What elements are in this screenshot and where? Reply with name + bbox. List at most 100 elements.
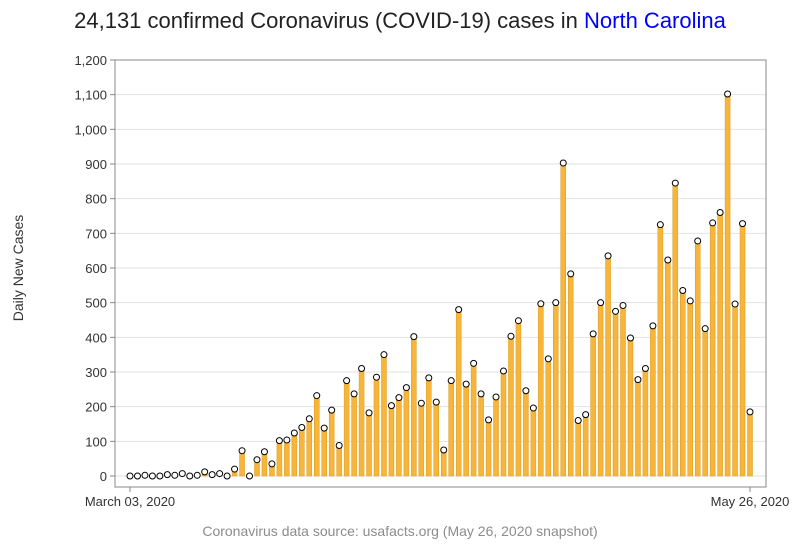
bar bbox=[590, 333, 596, 477]
data-point bbox=[395, 394, 403, 402]
y-tick-label: 1,000 bbox=[74, 122, 107, 137]
bar bbox=[411, 336, 417, 477]
bar bbox=[694, 240, 701, 477]
data-point bbox=[559, 159, 567, 167]
bar bbox=[500, 370, 507, 477]
bar bbox=[672, 182, 679, 477]
data-point bbox=[716, 209, 724, 217]
y-tick-label: 1,200 bbox=[74, 53, 107, 68]
data-point bbox=[597, 299, 605, 307]
data-point bbox=[156, 472, 164, 480]
bar bbox=[478, 393, 484, 477]
data-point bbox=[656, 221, 664, 229]
bar bbox=[373, 376, 380, 477]
data-point bbox=[709, 219, 717, 227]
data-point bbox=[358, 365, 366, 373]
bar bbox=[523, 390, 529, 477]
data-point bbox=[268, 460, 276, 468]
x-tick-labels: March 03, 2020 May 26, 2020 bbox=[85, 487, 789, 509]
data-point bbox=[216, 470, 224, 478]
bar bbox=[642, 368, 649, 477]
data-point bbox=[499, 367, 507, 375]
bar bbox=[739, 223, 746, 477]
data-point bbox=[447, 377, 455, 385]
bar bbox=[433, 401, 440, 477]
bar bbox=[620, 305, 626, 477]
bar bbox=[418, 402, 425, 477]
bar bbox=[732, 303, 738, 477]
chart-title: 24,131 confirmed Coronavirus (COVID-19) … bbox=[0, 8, 800, 34]
data-point bbox=[679, 287, 687, 295]
data-point bbox=[626, 334, 634, 342]
bar bbox=[321, 427, 327, 477]
bar bbox=[553, 302, 559, 477]
bar bbox=[455, 309, 462, 477]
bar bbox=[560, 162, 567, 477]
data-point bbox=[298, 423, 306, 431]
data-point bbox=[649, 322, 657, 330]
data-point bbox=[126, 472, 134, 480]
data-point bbox=[283, 436, 291, 444]
y-tick-label: 500 bbox=[85, 296, 107, 311]
plot-frame bbox=[114, 59, 767, 488]
y-tick-label: 400 bbox=[85, 330, 107, 345]
data-source-note: Coronavirus data source: usafacts.org (M… bbox=[202, 523, 598, 539]
bar bbox=[366, 412, 372, 477]
data-point bbox=[739, 220, 747, 228]
data-point bbox=[178, 470, 186, 478]
data-point bbox=[731, 300, 739, 308]
bar bbox=[388, 405, 395, 477]
chart-title-prefix: 24,131 confirmed Coronavirus (COVID-19) … bbox=[74, 8, 585, 33]
data-point bbox=[507, 332, 515, 340]
data-point bbox=[440, 446, 448, 454]
data-point bbox=[604, 252, 612, 260]
y-tick-labels: 0 100 200 300 400 500 600 700 800 900 1,000 1,100 1,… bbox=[74, 53, 115, 484]
bar bbox=[612, 311, 619, 477]
data-point bbox=[686, 297, 694, 305]
data-point bbox=[567, 270, 575, 278]
bar bbox=[680, 290, 686, 477]
data-point bbox=[537, 300, 545, 308]
markers bbox=[126, 90, 754, 480]
data-point bbox=[387, 402, 395, 410]
bar bbox=[239, 450, 245, 477]
bar bbox=[276, 440, 283, 477]
bar bbox=[470, 363, 477, 477]
data-point bbox=[260, 448, 268, 456]
data-point bbox=[544, 355, 552, 363]
data-point bbox=[612, 307, 620, 315]
bar bbox=[530, 407, 537, 477]
data-point bbox=[552, 299, 560, 307]
bar bbox=[717, 212, 723, 477]
y-tick-label: 600 bbox=[85, 261, 107, 276]
data-point bbox=[641, 365, 649, 373]
bar bbox=[358, 368, 365, 477]
bar bbox=[709, 222, 716, 477]
y-tick-label: 1,100 bbox=[74, 88, 107, 103]
data-point bbox=[522, 387, 530, 395]
bar bbox=[463, 383, 469, 477]
data-point bbox=[365, 409, 373, 417]
bar bbox=[343, 380, 350, 477]
bar bbox=[381, 354, 387, 477]
bar bbox=[747, 411, 753, 477]
bar bbox=[702, 328, 708, 477]
data-point bbox=[343, 377, 351, 385]
bar bbox=[538, 303, 544, 477]
data-point bbox=[253, 456, 261, 464]
data-point bbox=[350, 390, 358, 398]
y-tick-label: 200 bbox=[85, 400, 107, 415]
bar bbox=[582, 414, 589, 477]
bar bbox=[403, 387, 410, 477]
data-point bbox=[141, 471, 149, 479]
data-point bbox=[313, 392, 321, 400]
bar bbox=[291, 432, 298, 477]
bar bbox=[657, 224, 664, 477]
data-point bbox=[410, 333, 418, 341]
bar bbox=[336, 445, 342, 477]
bar bbox=[426, 377, 432, 477]
bar bbox=[396, 397, 402, 477]
bar bbox=[545, 358, 552, 477]
bar bbox=[351, 393, 357, 477]
data-point bbox=[193, 471, 201, 479]
